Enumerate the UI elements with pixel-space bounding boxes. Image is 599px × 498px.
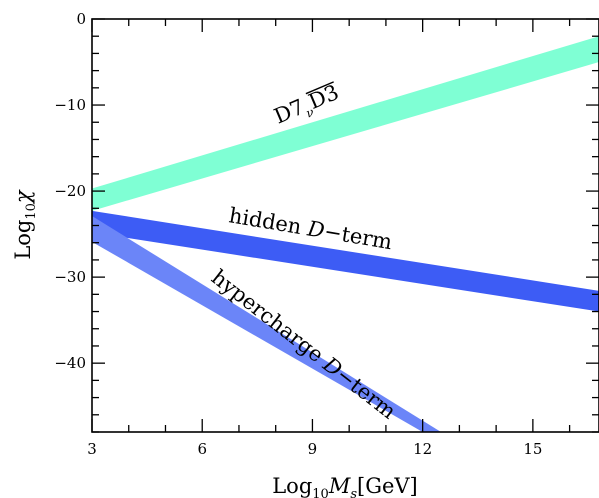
x-tick-label: 3 — [87, 440, 97, 458]
y-axis-label: Log10χ — [11, 189, 39, 260]
x-tick-label: 12 — [413, 440, 432, 458]
y-tick-label: −30 — [54, 268, 86, 286]
ticks-layer: 3 6 9 12 15 0 −10 −20 −30 −40 — [54, 10, 599, 458]
y-tick-label: −40 — [54, 354, 86, 372]
x-tick-label: 6 — [197, 440, 207, 458]
y-tick-label: 0 — [76, 10, 86, 28]
plot-frame — [91, 18, 599, 433]
series-label-hypercharge: hypercharge D−term — [207, 265, 401, 424]
x-tick-label: 15 — [523, 440, 542, 458]
band-series-0 — [92, 36, 599, 211]
x-axis-label: Log10Ms[GeV] — [272, 474, 418, 498]
band-series-1 — [92, 210, 599, 312]
bands-layer — [92, 36, 599, 432]
x-tick-label: 9 — [308, 440, 318, 458]
y-tick-label: −10 — [54, 96, 86, 114]
d3-overline — [305, 81, 334, 95]
y-tick-label: −20 — [54, 182, 86, 200]
band-series-2 — [92, 216, 442, 432]
